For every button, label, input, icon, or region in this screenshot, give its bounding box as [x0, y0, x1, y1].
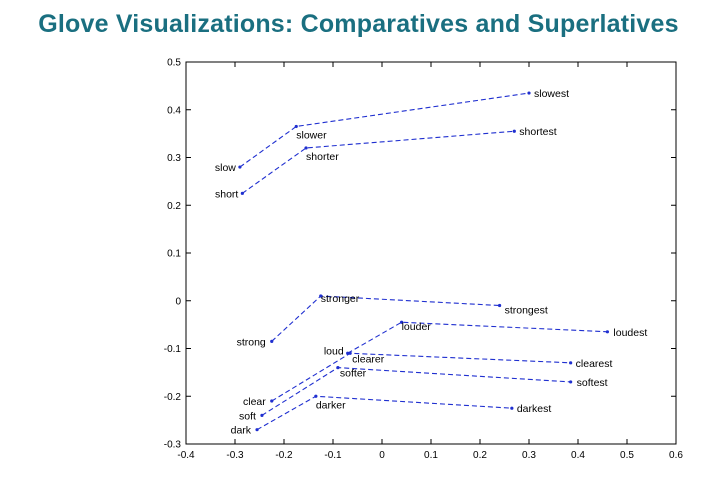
- data-point: [569, 361, 573, 365]
- y-tick-label: -0.2: [164, 392, 182, 403]
- point-label: clearest: [576, 358, 613, 370]
- point-label: clearer: [352, 353, 385, 365]
- series-line: [256, 395, 512, 431]
- x-tick-label: 0.4: [571, 450, 585, 461]
- x-tick-label: -0.3: [226, 450, 244, 461]
- data-point: [498, 303, 502, 308]
- data-point: [270, 339, 274, 343]
- data-point: [270, 399, 274, 403]
- data-point: [510, 406, 514, 410]
- series-line: [347, 321, 608, 354]
- y-tick-label: -0.3: [164, 440, 182, 451]
- axis-ticks: -0.4 -0.3 -0.2 -0.1 0 0.1 0.2 0.3 0.4 0.5 0.6-0.3-…: [164, 58, 684, 462]
- series-line: [271, 352, 571, 402]
- data-point: [346, 351, 350, 355]
- point-label: strongest: [505, 305, 548, 317]
- data-point: [605, 330, 610, 334]
- y-tick-label: 0.2: [167, 201, 181, 212]
- data-point: [255, 428, 259, 432]
- data-point: [348, 351, 352, 355]
- y-tick-label: -0.1: [164, 344, 182, 355]
- point-label: dark: [231, 425, 252, 437]
- x-tick-label: -0.4: [177, 450, 195, 461]
- slide-title: Glove Visualizations: Comparatives and S…: [38, 10, 679, 38]
- point-label: louder: [402, 321, 432, 333]
- series-line: [271, 295, 500, 342]
- data-point: [569, 380, 573, 384]
- data-point: [294, 124, 298, 129]
- point-label: slowest: [534, 88, 569, 100]
- point-label: clear: [243, 396, 266, 408]
- x-tick-label: 0.1: [424, 450, 438, 461]
- x-tick-label: -0.2: [275, 450, 293, 461]
- point-labels: slow slower slowest short shorter shortest str…: [215, 88, 647, 437]
- point-label: darkest: [517, 403, 552, 415]
- point-label: loudest: [613, 327, 647, 339]
- x-tick-label: 0.6: [669, 450, 683, 461]
- y-tick-label: 0: [175, 296, 181, 307]
- data-point: [240, 191, 244, 195]
- point-label: stronger: [321, 293, 360, 305]
- point-label: short: [215, 188, 238, 200]
- data-point: [304, 146, 308, 150]
- point-label: soft: [239, 410, 256, 422]
- data-point: [238, 165, 242, 169]
- data-point: [336, 366, 340, 370]
- data-point: [527, 91, 531, 95]
- point-label: strong: [237, 336, 266, 348]
- data-point: [319, 294, 323, 298]
- x-tick-label: 0: [379, 450, 385, 461]
- point-label: softest: [577, 377, 608, 389]
- data-point: [400, 320, 404, 324]
- point-label: softer: [340, 368, 367, 380]
- data-points: [238, 91, 610, 432]
- series-lines: [239, 92, 608, 431]
- point-label: loud: [324, 345, 344, 357]
- series-line: [242, 130, 515, 194]
- point-label: shorter: [306, 151, 339, 163]
- y-tick-label: 0.5: [167, 58, 181, 69]
- x-tick-label: 0.3: [522, 450, 536, 461]
- y-tick-label: 0.4: [167, 105, 181, 116]
- x-tick-label: 0.2: [473, 450, 487, 461]
- series-line: [239, 92, 530, 168]
- y-tick-label: 0.3: [167, 153, 181, 164]
- point-label: slower: [296, 129, 327, 141]
- point-label: darker: [316, 399, 346, 411]
- point-label: slow: [215, 162, 236, 174]
- y-tick-label: 0.1: [167, 249, 181, 260]
- data-point: [512, 129, 516, 133]
- x-tick-label: -0.1: [324, 450, 342, 461]
- point-label: shortest: [519, 126, 556, 138]
- data-point: [314, 394, 318, 398]
- data-point: [260, 413, 264, 417]
- x-tick-label: 0.5: [620, 450, 634, 461]
